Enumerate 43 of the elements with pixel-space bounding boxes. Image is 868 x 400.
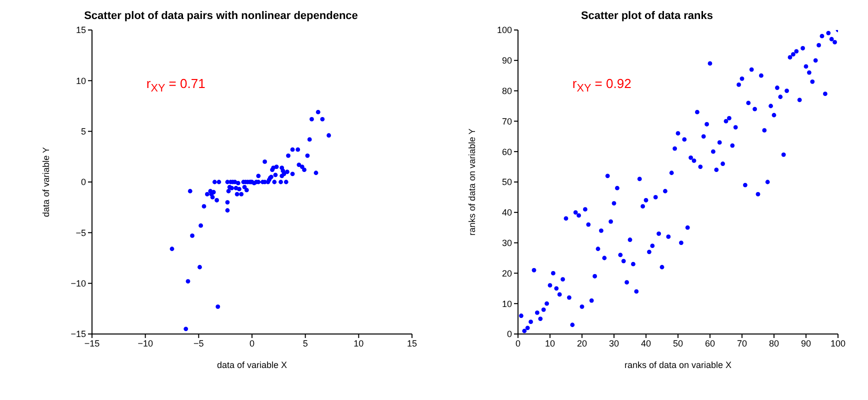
x-tick-label: 30 bbox=[608, 338, 620, 348]
x-axis-title: data of variable X bbox=[216, 360, 288, 370]
x-tick-label: 15 bbox=[406, 338, 418, 348]
y-tick-label: 30 bbox=[502, 238, 512, 248]
y-tick-label: 90 bbox=[502, 56, 512, 66]
x-tick-label: −10 bbox=[138, 338, 153, 348]
y-axis-title: ranks of data on variable Y bbox=[467, 128, 478, 236]
y-tick-label: 70 bbox=[502, 116, 512, 126]
x-tick-label: 60 bbox=[704, 338, 716, 348]
y-tick-label: −5 bbox=[76, 228, 86, 238]
x-tick-label: 80 bbox=[768, 338, 780, 348]
y-tick-label: 50 bbox=[502, 177, 512, 188]
y-tick-label: 100 bbox=[496, 25, 512, 36]
y-tick-label: 0 bbox=[80, 177, 86, 188]
y-tick-label: 5 bbox=[80, 126, 86, 137]
x-tick-label: 10 bbox=[354, 338, 364, 348]
x-tick-label: 100 bbox=[830, 338, 846, 348]
y-tick-label: 40 bbox=[502, 208, 512, 218]
annotation: r$_{XY}$ = 0.92 bbox=[572, 76, 632, 94]
x-tick-label: 0 bbox=[249, 338, 255, 348]
y-tick-label: 10 bbox=[502, 298, 512, 309]
chart-title: Scatter plot of data ranks bbox=[580, 10, 714, 22]
x-tick-label: 0 bbox=[515, 338, 521, 348]
y-axis-title: data of variable Y bbox=[41, 147, 52, 217]
x-tick-label: 40 bbox=[640, 338, 652, 348]
x-tick-label: 10 bbox=[544, 338, 556, 348]
x-tick-label: −5 bbox=[194, 338, 204, 348]
x-axis-title: ranks of data on variable X bbox=[624, 360, 732, 370]
chart-title: Scatter plot of data pairs with nonlinear dependence bbox=[83, 10, 359, 22]
y-tick-label: 0 bbox=[506, 329, 512, 340]
x-tick-label: 90 bbox=[800, 338, 812, 348]
y-tick-label: 60 bbox=[502, 146, 512, 157]
x-tick-label: 20 bbox=[576, 338, 588, 348]
y-tick-label: 80 bbox=[502, 86, 512, 96]
annotation: r$_{XY}$ = 0.71 bbox=[146, 76, 206, 94]
y-tick-label: −10 bbox=[70, 278, 86, 289]
y-tick-label: 10 bbox=[76, 76, 86, 86]
x-tick-label: 5 bbox=[302, 338, 308, 348]
x-tick-label: 50 bbox=[672, 338, 684, 348]
y-tick-label: −15 bbox=[70, 329, 86, 340]
y-tick-label: 15 bbox=[76, 25, 86, 36]
x-tick-label: 70 bbox=[736, 338, 748, 348]
y-tick-label: 20 bbox=[502, 268, 512, 278]
